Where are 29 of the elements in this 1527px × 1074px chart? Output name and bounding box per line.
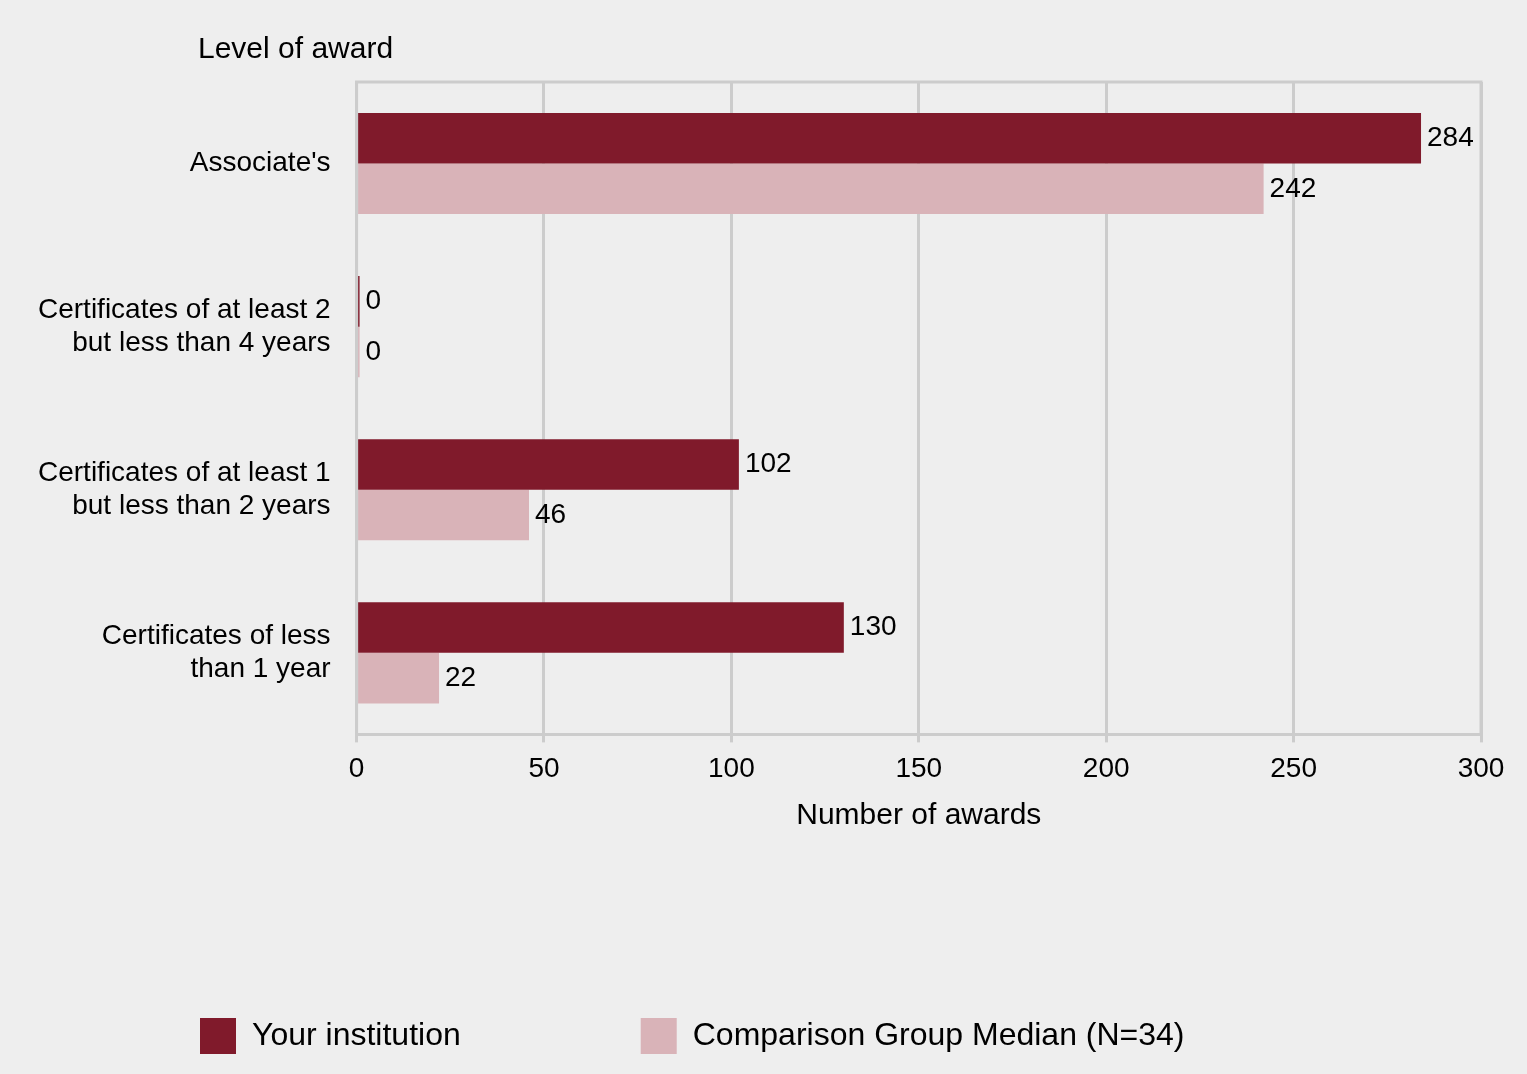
data-label: 0	[365, 284, 382, 316]
data-label: 242	[1269, 171, 1317, 203]
data-label: 284	[1427, 120, 1474, 152]
x-tick-label: 150	[895, 751, 943, 783]
bar	[358, 163, 1264, 215]
bar	[358, 652, 440, 704]
data-label: 22	[445, 660, 477, 692]
y-tick-label: Certificates of at least 2 but less than 4 years	[38, 292, 331, 358]
data-label: 102	[744, 447, 792, 479]
x-tick-label: 200	[1082, 751, 1130, 783]
data-label: 46	[534, 497, 567, 529]
bar	[358, 489, 529, 541]
bar	[358, 112, 1422, 164]
x-tick-label: 250	[1270, 751, 1317, 783]
x-axis-title: Number of awards	[796, 797, 1042, 831]
y-tick-label: Certificates of less than 1 year	[101, 618, 331, 684]
data-label: 130	[849, 610, 897, 642]
y-axis-title: Level of award	[198, 31, 394, 65]
x-tick-label: 50	[528, 751, 560, 783]
data-label: 0	[365, 334, 382, 366]
y-tick-label: Associate's	[189, 146, 331, 178]
y-tick-label: Certificates of at least 1 but less than 2 years	[38, 455, 331, 521]
x-tick-label: 100	[708, 751, 755, 783]
legend-label: Comparison Group Median (N=34)	[692, 1015, 1185, 1052]
bar	[358, 602, 844, 653]
legend-label: Your institution	[252, 1015, 461, 1052]
bar	[358, 439, 739, 490]
x-tick-label: 300	[1457, 751, 1505, 783]
x-tick-label: 0	[348, 751, 365, 783]
